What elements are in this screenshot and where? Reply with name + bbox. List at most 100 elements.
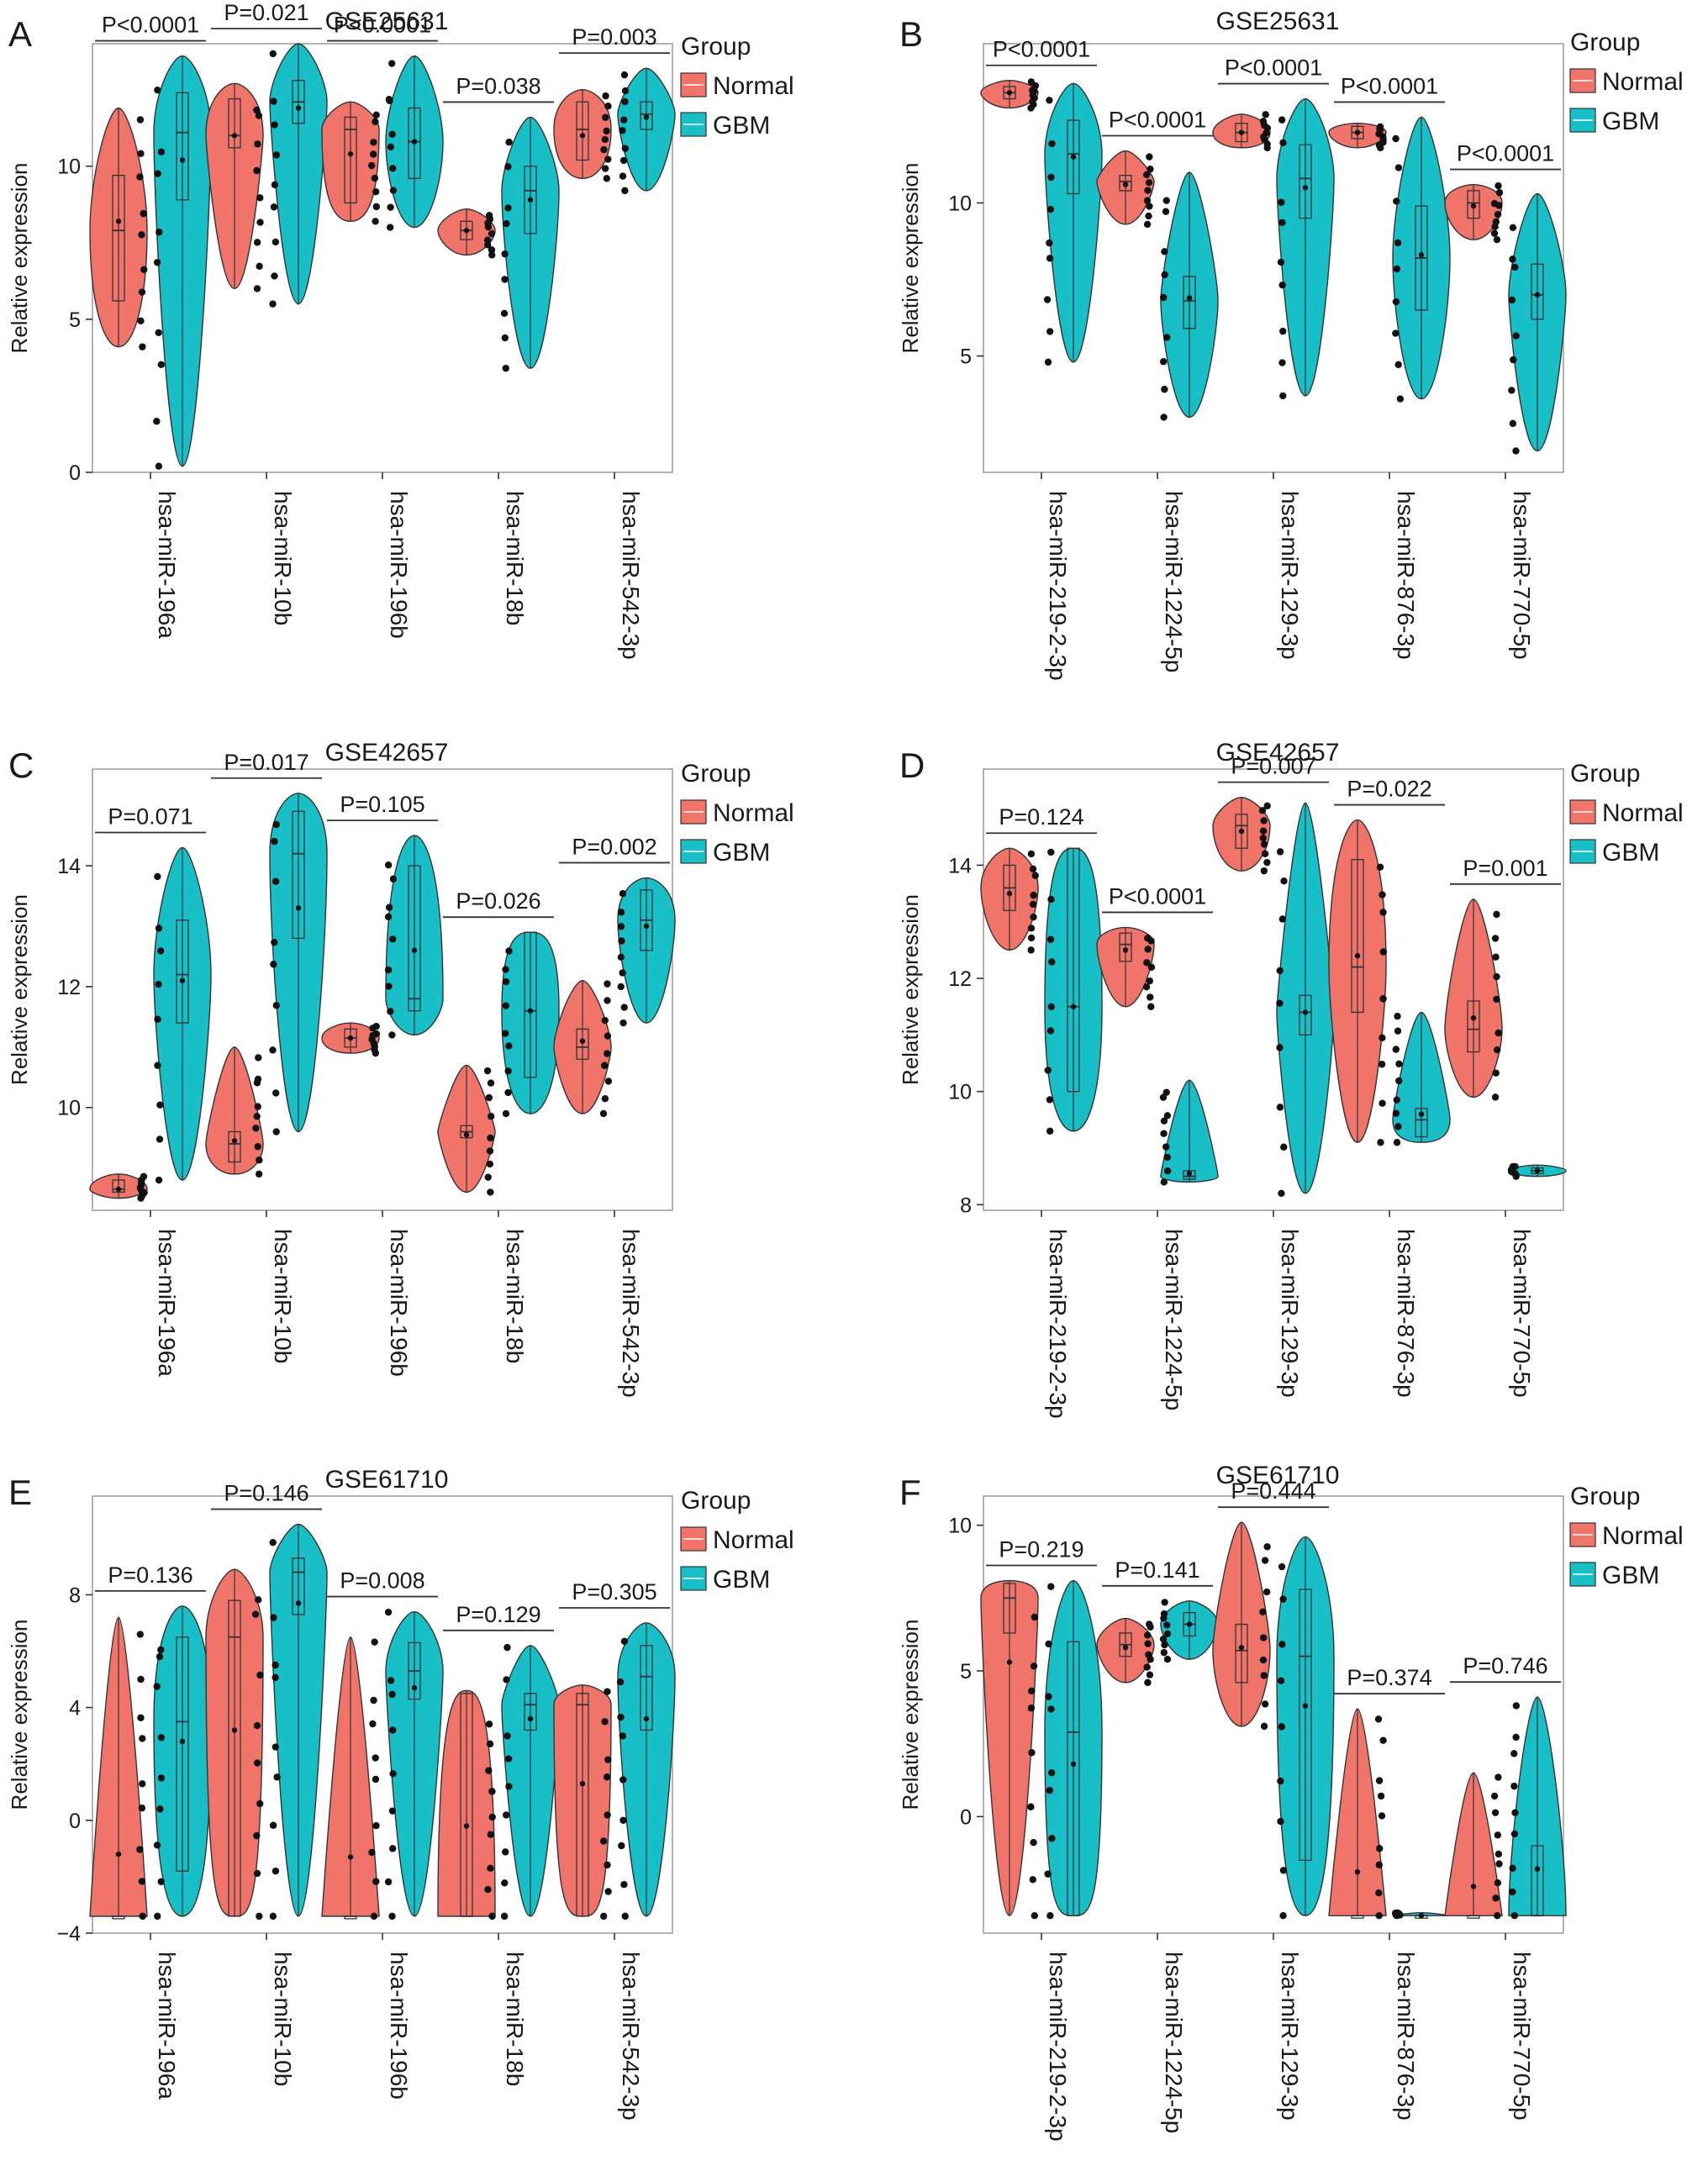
p-value-label: P<0.0001 <box>334 13 431 38</box>
data-point <box>251 1610 260 1618</box>
data-point <box>1493 995 1500 1004</box>
data-point <box>604 997 611 1004</box>
data-point <box>500 309 509 318</box>
data-point <box>1161 1599 1168 1606</box>
data-point <box>488 1912 496 1921</box>
data-point <box>156 1136 164 1143</box>
data-point <box>604 980 611 988</box>
x-tick-label: hsa-miR-770-5p <box>1509 1952 1535 2121</box>
mean-point <box>579 133 586 139</box>
y-tick-label: 5 <box>960 1660 972 1684</box>
data-point <box>619 890 627 898</box>
data-point <box>485 212 493 219</box>
data-point <box>1046 935 1055 943</box>
box-iqr <box>1119 932 1132 962</box>
data-point <box>1394 1909 1401 1917</box>
data-point <box>1162 1143 1170 1151</box>
y-tick-label: 14 <box>57 855 81 878</box>
data-point <box>1162 208 1170 215</box>
legend-title: Group <box>1570 760 1640 788</box>
data-point <box>1162 1088 1170 1096</box>
data-point <box>372 1754 379 1762</box>
data-point <box>617 923 625 930</box>
data-point <box>1146 1620 1153 1628</box>
data-point <box>388 1807 397 1815</box>
panel-letter: E <box>8 1473 32 1512</box>
data-point <box>1279 1912 1287 1920</box>
mean-point <box>1238 1645 1245 1651</box>
data-point <box>372 1878 380 1885</box>
data-point <box>1493 235 1501 244</box>
box-iqr <box>228 1130 241 1163</box>
mean-point <box>579 1038 586 1044</box>
data-point <box>1510 1750 1518 1757</box>
data-point <box>1027 850 1036 858</box>
data-point <box>1046 255 1054 262</box>
panel-title: GSE25631 <box>1216 8 1340 35</box>
data-point <box>1394 361 1402 369</box>
data-point <box>1379 995 1387 1003</box>
data-point <box>488 1788 496 1795</box>
data-point <box>1375 1777 1384 1784</box>
data-point <box>1163 1655 1172 1663</box>
mean-point <box>347 150 354 157</box>
data-point <box>604 1050 611 1057</box>
data-point <box>1508 296 1516 304</box>
y-tick-label: 12 <box>948 967 972 991</box>
data-point <box>619 172 627 180</box>
data-point <box>1261 850 1269 857</box>
data-point <box>153 418 161 425</box>
y-tick-label: −4 <box>56 1922 81 1946</box>
data-point <box>1394 1027 1402 1035</box>
data-point <box>485 1720 493 1728</box>
data-point <box>1492 218 1500 226</box>
x-tick-label: hsa-miR-542-3p <box>618 1952 644 2121</box>
data-point <box>1392 1046 1400 1053</box>
x-tick-label: hsa-miR-196a <box>154 1229 180 1377</box>
data-point <box>1261 1700 1269 1708</box>
data-point <box>155 925 163 932</box>
data-point <box>502 966 509 973</box>
data-point <box>1262 111 1269 119</box>
data-point <box>136 1631 145 1638</box>
data-point <box>138 231 145 239</box>
data-point <box>256 1157 263 1164</box>
data-point <box>1511 263 1519 271</box>
mean-point <box>1302 185 1309 191</box>
data-point <box>1048 140 1056 148</box>
data-point <box>272 1002 280 1009</box>
box-iqr <box>640 101 653 130</box>
data-point <box>154 1015 161 1023</box>
legend-label-normal: Normal <box>713 72 794 100</box>
data-point <box>1512 332 1520 340</box>
data-point <box>502 1109 510 1118</box>
data-point <box>1510 1912 1519 1920</box>
data-point <box>1143 197 1152 204</box>
p-value-label: P=0.305 <box>572 1579 656 1605</box>
mean-point <box>347 1035 354 1041</box>
data-point <box>372 1022 380 1030</box>
data-point <box>154 872 161 881</box>
data-point <box>271 1743 279 1751</box>
data-point <box>1495 188 1504 197</box>
p-value-label: P=0.008 <box>340 1568 424 1594</box>
mean-point <box>527 1008 534 1014</box>
data-point <box>1029 900 1037 909</box>
data-point <box>139 1912 146 1921</box>
data-point <box>255 1054 262 1062</box>
y-axis-label: Relative expression <box>7 163 32 354</box>
data-point <box>384 1609 393 1616</box>
data-point <box>1263 1588 1271 1596</box>
p-value-label: P=0.021 <box>224 0 308 25</box>
data-point <box>487 1831 495 1838</box>
data-point <box>370 1912 378 1921</box>
data-point <box>487 1864 494 1872</box>
mean-point <box>1534 1167 1541 1174</box>
data-point <box>155 462 163 470</box>
data-point <box>1045 1640 1052 1648</box>
data-point <box>253 1721 261 1730</box>
data-point <box>387 203 394 211</box>
data-point <box>387 1008 394 1015</box>
x-tick-label: hsa-miR-18b <box>502 491 528 625</box>
data-point <box>600 145 608 154</box>
